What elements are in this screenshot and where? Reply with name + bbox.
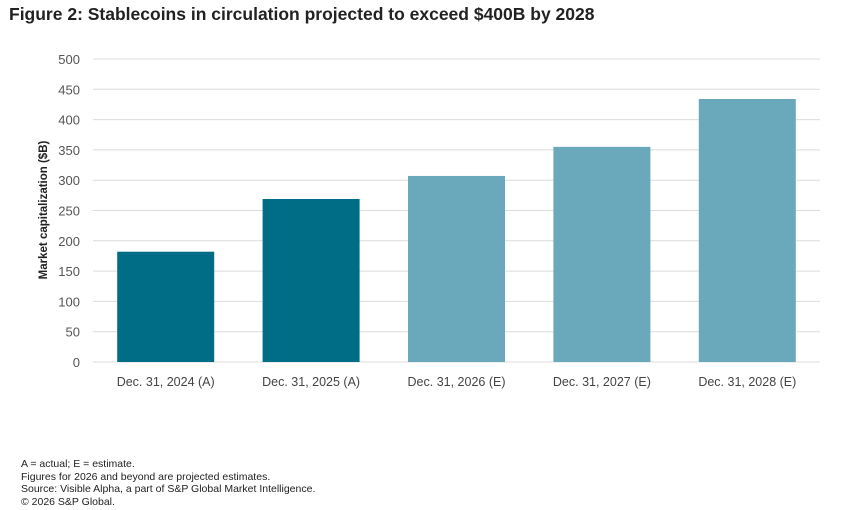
footnote-source: Source: Visible Alpha, a part of S&P Glo… — [21, 483, 316, 495]
y-tick-label: 100 — [58, 294, 80, 309]
bar — [117, 251, 215, 362]
y-tick-label: 150 — [58, 264, 80, 279]
y-tick-label: 0 — [73, 355, 80, 370]
x-tick-label: Dec. 31, 2024 (A) — [117, 375, 215, 389]
y-tick-label: 200 — [58, 234, 80, 249]
y-tick-label: 350 — [58, 143, 80, 158]
bar — [408, 175, 505, 362]
y-tick-label: 300 — [58, 173, 80, 188]
bar — [553, 146, 651, 362]
x-tick-label: Dec. 31, 2027 (E) — [553, 375, 651, 389]
chart-title: Figure 2: Stablecoins in circulation pro… — [9, 4, 595, 24]
bar-chart: 0 50 100 150 200 250 300 350 400 450 500 Dec. 31, 2… — [38, 52, 820, 389]
y-tick-label: 500 — [58, 52, 80, 67]
x-tick-label: Dec. 31, 2028 (E) — [698, 375, 796, 389]
y-tick-label: 400 — [58, 113, 80, 128]
x-tick-label: Dec. 31, 2026 (E) — [408, 375, 506, 389]
footnote-estimates: Figures for 2026 and beyond are projecte… — [21, 470, 271, 483]
y-tick-label: 450 — [58, 82, 80, 97]
y-tick-label: 250 — [58, 204, 80, 219]
footnote-copyright: © 2026 S&P Global. — [21, 495, 115, 508]
y-tick-label: 50 — [66, 325, 80, 340]
footnote-legend: A = actual; E = estimate. — [21, 458, 135, 470]
bar — [698, 98, 796, 362]
footnotes: A = actual; E = estimate. Figures for 20… — [21, 458, 315, 508]
x-tick-label: Dec. 31, 2025 (A) — [262, 375, 360, 389]
bar — [262, 198, 360, 362]
y-axis-label: Market capitalization ($B) — [38, 140, 50, 279]
